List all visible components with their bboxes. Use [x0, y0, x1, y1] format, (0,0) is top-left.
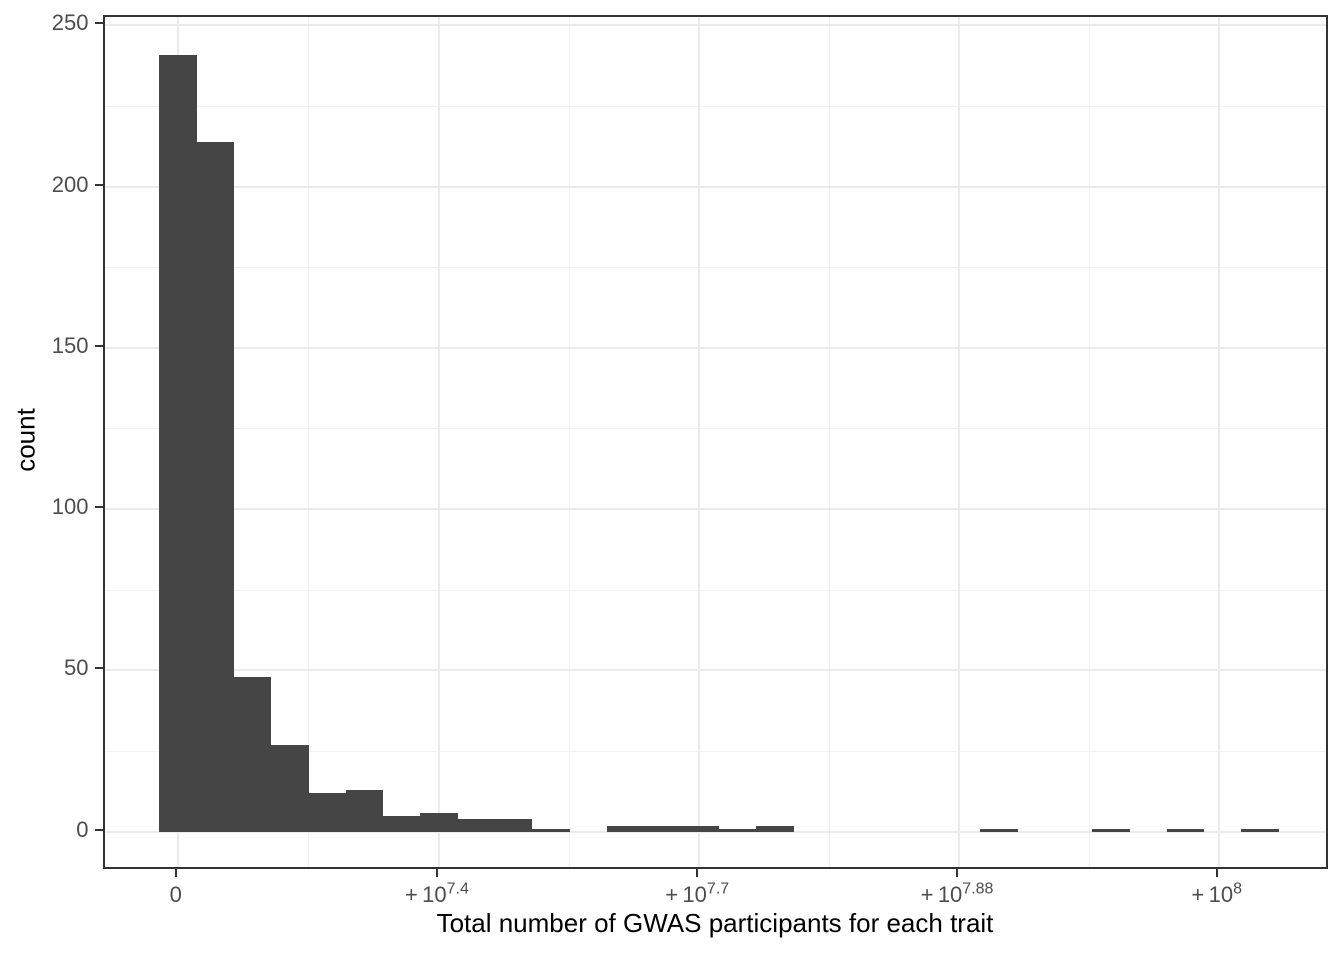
x-tick-label: + 107.4	[404, 880, 469, 907]
histogram-bar	[457, 819, 496, 832]
gridline-major-v	[437, 17, 440, 867]
gridline-minor-v	[569, 17, 571, 867]
plot-panel	[102, 15, 1328, 869]
x-tick-label: + 108	[1191, 880, 1242, 907]
gridline-major-h	[104, 346, 1326, 349]
histogram-bar	[494, 819, 533, 832]
histogram-bar	[308, 793, 346, 832]
histogram-bar	[345, 790, 384, 832]
histogram-bar	[1092, 828, 1130, 832]
gridline-major-h	[104, 24, 1326, 27]
x-tick-label: + 107.7	[665, 880, 730, 907]
x-axis-tick	[956, 869, 958, 877]
y-tick-label: 250	[51, 10, 89, 36]
gridline-major-v	[1217, 17, 1220, 867]
histogram-bar	[270, 744, 309, 832]
histogram-bar	[718, 828, 757, 832]
gridline-minor-h	[104, 589, 1326, 591]
gridline-minor-h	[104, 428, 1326, 430]
histogram-bar	[382, 815, 421, 832]
y-axis-tick	[94, 667, 103, 670]
histogram-bar	[980, 828, 1018, 832]
x-axis-tick	[435, 869, 438, 877]
y-axis-tick	[94, 506, 103, 509]
gridline-major-v	[958, 17, 960, 867]
histogram-bar	[159, 54, 197, 832]
histogram-bar	[420, 812, 458, 832]
histogram-bar	[644, 825, 682, 832]
x-axis-title: Total number of GWAS participants for ea…	[436, 908, 994, 938]
histogram-bar	[606, 825, 645, 832]
histogram-bar	[1166, 828, 1205, 832]
gridline-major-h	[104, 185, 1326, 188]
gridline-major-v	[698, 17, 701, 867]
y-axis-tick	[94, 22, 103, 25]
histogram-bar	[233, 677, 272, 832]
gridline-minor-v	[829, 17, 831, 867]
y-tick-label: 50	[64, 655, 89, 681]
y-axis-tick	[94, 828, 103, 831]
gridline-minor-v	[308, 17, 310, 867]
y-tick-label: 100	[51, 494, 89, 520]
gridline-minor-h	[104, 267, 1326, 269]
y-axis-tick	[94, 183, 103, 186]
histogram-bar	[681, 825, 720, 832]
histogram-bar	[196, 141, 234, 832]
histogram-bar	[532, 828, 570, 832]
gridline-major-h	[104, 669, 1326, 672]
gridline-minor-h	[104, 105, 1326, 107]
x-axis-tick	[1215, 869, 1218, 877]
y-tick-label: 0	[76, 816, 89, 842]
x-axis-tick	[696, 869, 699, 877]
histogram-bar	[756, 825, 794, 832]
gridline-major-h	[104, 508, 1326, 511]
gridline-minor-h	[104, 750, 1326, 752]
y-axis-title: count	[10, 408, 41, 472]
histogram-bar	[1241, 828, 1279, 832]
x-axis-tick	[174, 869, 177, 877]
y-axis-tick	[94, 344, 103, 347]
y-tick-label: 150	[51, 332, 89, 358]
x-tick-label: + 107.88	[920, 880, 994, 907]
x-tick-label: 0	[169, 882, 182, 907]
gridline-minor-v	[1088, 17, 1090, 867]
y-tick-label: 200	[51, 171, 89, 197]
